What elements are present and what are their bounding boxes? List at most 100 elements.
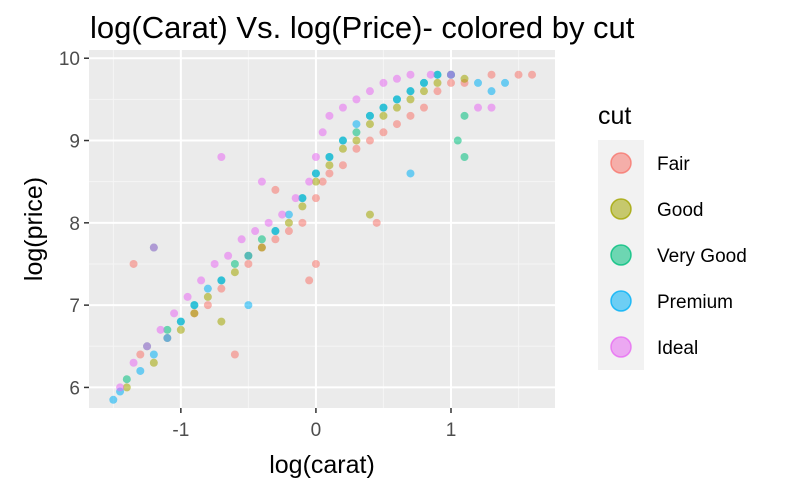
x-axis: -1 0 1: [172, 408, 456, 441]
data-point: [318, 177, 327, 186]
legend-marker: [610, 152, 632, 174]
data-point: [433, 70, 442, 79]
data-point: [392, 95, 401, 104]
data-point: [318, 128, 327, 137]
data-point: [284, 227, 293, 236]
data-point: [426, 70, 435, 79]
data-point: [224, 251, 233, 260]
series-premium: [109, 70, 510, 404]
data-point: [244, 251, 253, 260]
data-point: [122, 375, 131, 384]
y-tick-label: 6: [69, 378, 80, 399]
data-point: [197, 276, 206, 285]
data-point: [365, 210, 374, 219]
data-point: [501, 78, 510, 87]
data-point: [244, 301, 253, 310]
data-point: [325, 111, 334, 120]
data-point: [264, 218, 273, 227]
data-point: [190, 301, 199, 310]
data-point: [163, 334, 172, 343]
data-point: [122, 383, 131, 392]
data-point: [217, 276, 226, 285]
data-point: [392, 74, 401, 83]
data-point: [352, 95, 361, 104]
data-point: [210, 259, 219, 268]
data-point: [325, 152, 334, 161]
data-point: [352, 136, 361, 145]
x-tick-label: -1: [172, 420, 189, 441]
data-point: [487, 70, 496, 79]
data-point: [338, 103, 347, 112]
data-point: [257, 235, 266, 244]
data-point: [528, 70, 537, 79]
data-point: [392, 120, 401, 129]
series-fair: [129, 70, 537, 359]
data-point: [460, 111, 469, 120]
x-tick-label: 0: [311, 420, 322, 441]
y-tick-label: 10: [59, 49, 80, 70]
data-point: [325, 161, 334, 170]
legend-entries: Fair Good Very Good Premium Ideal: [598, 140, 747, 370]
data-point: [305, 276, 314, 285]
data-point: [379, 103, 388, 112]
data-point: [311, 194, 320, 203]
legend-marker: [610, 336, 632, 358]
data-point: [460, 74, 469, 83]
data-point: [190, 309, 199, 318]
data-point: [487, 103, 496, 112]
legend-label: Very Good: [657, 246, 747, 267]
data-point: [406, 169, 415, 178]
data-points: [109, 70, 537, 404]
data-point: [419, 103, 428, 112]
data-point: [176, 325, 185, 334]
series-ideal: [116, 70, 496, 392]
data-point: [379, 128, 388, 137]
legend-label: Fair: [657, 154, 690, 175]
data-point: [257, 243, 266, 252]
data-point: [230, 259, 239, 268]
legend: cut Fair Good Very Good Premium Ideal: [598, 102, 747, 370]
legend-marker: [610, 244, 632, 266]
data-point: [217, 284, 226, 293]
data-point: [365, 136, 374, 145]
data-point: [291, 194, 300, 203]
data-point: [149, 350, 158, 359]
data-point: [284, 210, 293, 219]
data-point: [406, 70, 415, 79]
data-point: [129, 259, 138, 268]
data-point: [156, 325, 165, 334]
data-point: [149, 243, 158, 252]
y-tick-label: 9: [69, 132, 80, 153]
data-point: [230, 268, 239, 277]
data-point: [311, 152, 320, 161]
data-point: [136, 350, 145, 359]
legend-marker: [610, 198, 632, 220]
data-point: [460, 152, 469, 161]
legend-label: Ideal: [657, 338, 698, 359]
data-point: [446, 70, 455, 79]
data-point: [338, 161, 347, 170]
data-point: [406, 95, 415, 104]
data-point: [278, 210, 287, 219]
data-point: [352, 128, 361, 137]
data-point: [170, 309, 179, 318]
data-point: [237, 235, 246, 244]
data-point: [419, 87, 428, 96]
y-axis-title: log(price): [20, 177, 48, 281]
y-tick-label: 7: [69, 296, 80, 317]
data-point: [305, 177, 314, 186]
data-point: [419, 78, 428, 87]
data-point: [379, 111, 388, 120]
data-point: [379, 78, 388, 87]
y-tick-label: 8: [69, 214, 80, 235]
data-point: [271, 235, 280, 244]
data-point: [474, 78, 483, 87]
data-point: [433, 87, 442, 96]
data-point: [365, 111, 374, 120]
data-point: [433, 78, 442, 87]
data-point: [129, 358, 138, 367]
data-point: [311, 259, 320, 268]
data-point: [203, 284, 212, 293]
data-point: [338, 136, 347, 145]
data-point: [392, 103, 401, 112]
